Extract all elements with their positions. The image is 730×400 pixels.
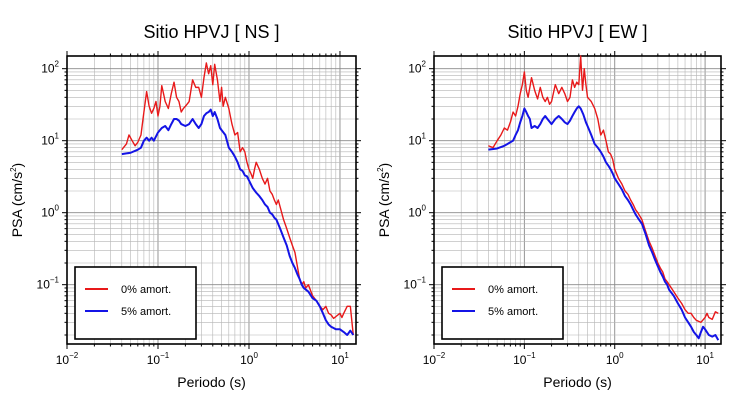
plot-frame — [66, 55, 357, 345]
y-tick-base: 10 — [37, 278, 51, 292]
y-axis-label-text: PSA (cm/s — [376, 172, 392, 237]
y-tick-label: 101 — [408, 132, 426, 148]
x-tick-label: 101 — [331, 351, 349, 367]
legend-label: 0% amort. — [488, 284, 538, 296]
x-tick-exponent: −2 — [69, 351, 79, 360]
x-axis-label: Periodo (s) — [543, 374, 611, 390]
y-axis-label-close: ) — [9, 163, 25, 168]
x-tick-base: 10 — [147, 353, 161, 367]
y-tick-label: 10−1 — [404, 276, 427, 292]
legend: 0% amort. 5% amort. — [441, 266, 564, 340]
y-tick-exponent: 1 — [422, 132, 427, 141]
x-tick-base: 10 — [696, 353, 710, 367]
series-line-amort-5 — [488, 105, 720, 341]
y-tick-exponent: 2 — [422, 60, 427, 69]
y-tick-exponent: 1 — [55, 132, 60, 141]
legend: 0% amort. 5% amort. — [74, 266, 197, 340]
chart-title: Sitio HPVJ [ EW ] — [507, 22, 647, 42]
x-tick-base: 10 — [606, 353, 620, 367]
x-tick-label: 10−2 — [423, 351, 446, 367]
gridlines — [433, 56, 721, 344]
x-tick-exponent: −1 — [160, 351, 170, 360]
y-tick-exponent: 0 — [55, 204, 60, 213]
x-tick-label: 100 — [240, 351, 258, 367]
x-tick-exponent: 0 — [253, 351, 258, 360]
x-tick-exponent: 1 — [344, 351, 349, 360]
series-line-amort-5 — [121, 108, 355, 336]
x-tick-base: 10 — [240, 353, 254, 367]
y-axis-label: PSA (cm/s2) — [9, 163, 25, 237]
x-axis-label: Periodo (s) — [177, 374, 245, 390]
y-tick-base: 10 — [408, 134, 422, 148]
x-tick-base: 10 — [423, 353, 437, 367]
x-tick-label: 10−1 — [147, 351, 170, 367]
y-tick-base: 10 — [41, 134, 55, 148]
y-tick-label: 101 — [41, 132, 59, 148]
y-tick-exponent: −1 — [417, 276, 427, 285]
x-tick-base: 10 — [56, 353, 70, 367]
series-line-amort-0 — [121, 62, 354, 336]
x-tick-exponent: −2 — [436, 351, 446, 360]
y-tick-base: 10 — [41, 206, 55, 220]
y-axis-label-exponent: 2 — [376, 167, 385, 172]
x-tick-exponent: −1 — [526, 351, 536, 360]
x-tick-exponent: 1 — [710, 351, 715, 360]
x-tick-label: 100 — [606, 351, 624, 367]
y-axis-label-text: PSA (cm/s — [9, 172, 25, 237]
series-line-amort-0 — [488, 55, 719, 324]
y-tick-base: 10 — [41, 62, 55, 76]
x-tick-base: 10 — [513, 353, 527, 367]
y-tick-label: 10−1 — [37, 276, 60, 292]
y-tick-label: 102 — [41, 60, 59, 76]
y-tick-exponent: 0 — [422, 204, 427, 213]
x-tick-base: 10 — [331, 353, 345, 367]
y-tick-label: 100 — [408, 204, 426, 220]
legend-label: 0% amort. — [121, 284, 171, 296]
chart-title: Sitio HPVJ [ NS ] — [143, 22, 279, 42]
legend-box — [441, 266, 564, 340]
y-axis-label-exponent: 2 — [9, 167, 18, 172]
y-tick-exponent: −1 — [50, 276, 60, 285]
plot-frame — [433, 55, 722, 345]
y-tick-exponent: 2 — [55, 60, 60, 69]
x-tick-exponent: 0 — [619, 351, 624, 360]
y-tick-base: 10 — [404, 278, 418, 292]
legend-label: 5% amort. — [488, 306, 538, 318]
x-tick-label: 10−2 — [56, 351, 79, 367]
legend-box — [74, 266, 197, 340]
y-tick-base: 10 — [408, 206, 422, 220]
x-tick-label: 101 — [696, 351, 714, 367]
legend-label: 5% amort. — [121, 306, 171, 318]
y-tick-label: 100 — [41, 204, 59, 220]
y-tick-base: 10 — [408, 62, 422, 76]
x-tick-label: 10−1 — [513, 351, 536, 367]
y-axis-label-close: ) — [376, 163, 392, 168]
y-axis-label: PSA (cm/s2) — [376, 163, 392, 237]
y-tick-label: 102 — [408, 60, 426, 76]
